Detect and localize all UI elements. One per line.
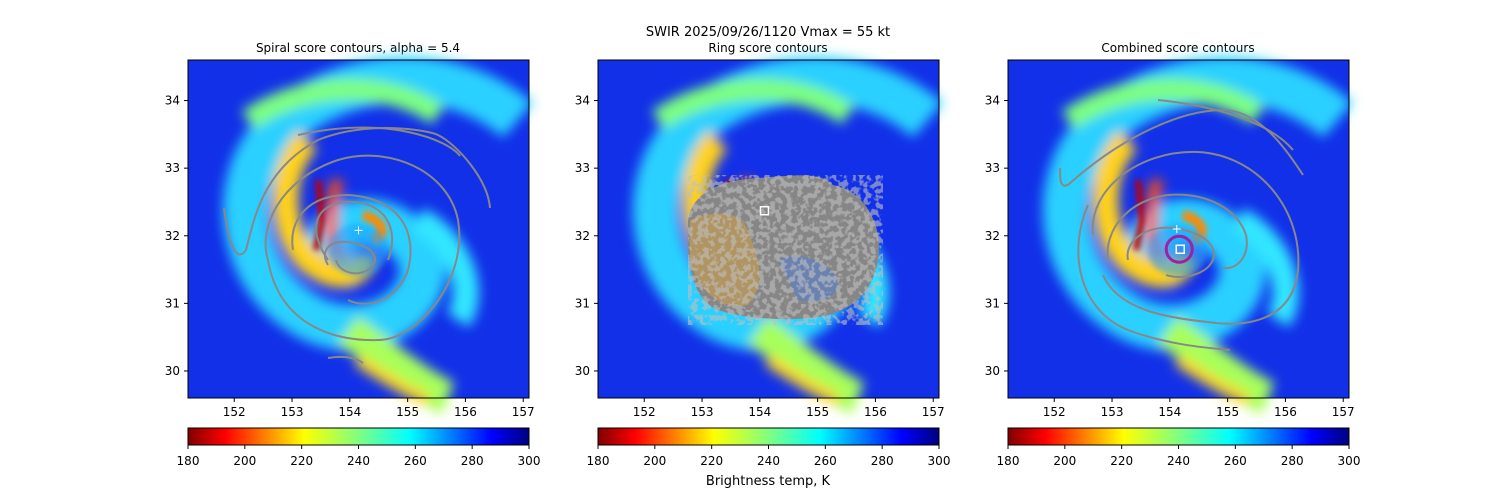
y-tick-label: 33 (165, 161, 180, 175)
y-tick-label: 31 (165, 296, 180, 310)
center-cross-marker (354, 226, 363, 235)
colorbar-tick-label: 300 (928, 454, 951, 468)
y-tick-label: 34 (575, 94, 590, 108)
colorbar-tick-label: 240 (1167, 454, 1190, 468)
x-tick-label: 153 (1101, 405, 1124, 419)
colorbar-2: 180 200 220 240 260 280 300 Brightness temp, K (587, 427, 951, 489)
suptitle: SWIR 2025/09/26/1120 Vmax = 55 kt (646, 25, 890, 40)
x-tick-label: 157 (512, 405, 535, 419)
y-tick-label: 32 (575, 229, 590, 243)
panel-spiral: Spiral score contours, alpha = 5.4 152 15… (165, 41, 535, 419)
y-tick-label: 30 (165, 364, 180, 378)
colorbar-tick-label: 200 (643, 454, 666, 468)
x-tick-label: 153 (281, 405, 304, 419)
axes: 152 153 154 155 156 157 30 31 32 33 34 (575, 94, 945, 419)
colorbar-tick-label: 260 (814, 454, 837, 468)
colorbar-1: 180 200 220 240 260 280 300 (177, 427, 541, 468)
colorbar-tick-label: 220 (290, 454, 313, 468)
y-tick-label: 31 (985, 296, 1000, 310)
y-tick-label: 33 (575, 161, 590, 175)
y-tick-label: 33 (985, 161, 1000, 175)
center-ring-marker (1164, 234, 1194, 264)
panel-title: Spiral score contours, alpha = 5.4 (256, 41, 460, 55)
colorbar-tick-label: 300 (1338, 454, 1361, 468)
colorbar-gradient (1007, 427, 1350, 446)
colorbar-tick-label: 180 (587, 454, 610, 468)
y-tick-label: 31 (575, 296, 590, 310)
center-square-marker (1175, 244, 1185, 255)
y-tick-label: 34 (985, 94, 1000, 108)
colorbar-ticks: 180 200 220 240 260 280 300 (997, 445, 1361, 468)
x-tick-label: 157 (1332, 405, 1355, 419)
x-tick-label: 155 (1216, 405, 1239, 419)
plot-area (1007, 59, 1350, 399)
x-tick-label: 155 (396, 405, 419, 419)
x-tick-label: 155 (806, 405, 829, 419)
panel-ring: Ring score contours 152 153 154 155 156 157 30… (575, 41, 945, 419)
x-tick-label: 154 (338, 405, 361, 419)
x-tick-label: 154 (748, 405, 771, 419)
colorbar-ticks: 180 200 220 240 260 280 300 (177, 445, 541, 468)
x-tick-label: 154 (1158, 405, 1181, 419)
x-tick-label: 156 (454, 405, 477, 419)
colorbar-tick-label: 280 (461, 454, 484, 468)
y-tick-label: 34 (165, 94, 180, 108)
x-tick-label: 156 (864, 405, 887, 419)
markers (354, 205, 1194, 264)
colorbar-gradient (187, 427, 530, 446)
y-tick-label: 30 (985, 364, 1000, 378)
plot-area (597, 59, 940, 399)
y-tick-label: 32 (165, 229, 180, 243)
panel-title: Combined score contours (1101, 41, 1254, 55)
colorbar-tick-label: 180 (997, 454, 1020, 468)
panel-title: Ring score contours (708, 41, 827, 55)
axes: 152 153 154 155 156 157 30 31 32 33 34 (985, 94, 1355, 419)
y-tick-label: 30 (575, 364, 590, 378)
colorbar-tick-label: 200 (233, 454, 256, 468)
x-tick-label: 152 (1043, 405, 1066, 419)
x-tick-label: 152 (223, 405, 246, 419)
x-tick-label: 153 (691, 405, 714, 419)
x-tick-label: 156 (1274, 405, 1297, 419)
colorbar-tick-label: 260 (404, 454, 427, 468)
ring-score-blob (687, 175, 883, 325)
x-tick-label: 152 (633, 405, 656, 419)
colorbar-tick-label: 180 (177, 454, 200, 468)
colorbar-tick-label: 300 (518, 454, 541, 468)
center-cross-marker (1172, 225, 1181, 233)
plot-area (187, 59, 530, 399)
colorbar-tick-label: 240 (757, 454, 780, 468)
colorbar-tick-label: 220 (700, 454, 723, 468)
axes: 152 153 154 155 156 157 30 31 32 33 34 (165, 94, 535, 419)
colorbar-tick-label: 200 (1053, 454, 1076, 468)
x-tick-label: 157 (922, 405, 945, 419)
colorbar-3: 180 200 220 240 260 280 300 (997, 427, 1361, 468)
panel-combined: Combined score contours 152 153 154 155 156 1… (985, 41, 1355, 419)
colorbar-label: Brightness temp, K (706, 474, 831, 489)
y-tick-label: 32 (985, 229, 1000, 243)
combined-contours (1059, 99, 1304, 351)
colorbar-tick-label: 280 (1281, 454, 1304, 468)
colorbar-tick-label: 280 (871, 454, 894, 468)
spiral-contours (223, 126, 491, 364)
colorbar-tick-label: 220 (1110, 454, 1133, 468)
center-square-marker (759, 205, 770, 216)
colorbar-tick-label: 260 (1224, 454, 1247, 468)
colorbar-gradient (597, 427, 940, 446)
colorbar-tick-label: 240 (347, 454, 370, 468)
colorbar-ticks: 180 200 220 240 260 280 300 (587, 445, 951, 468)
